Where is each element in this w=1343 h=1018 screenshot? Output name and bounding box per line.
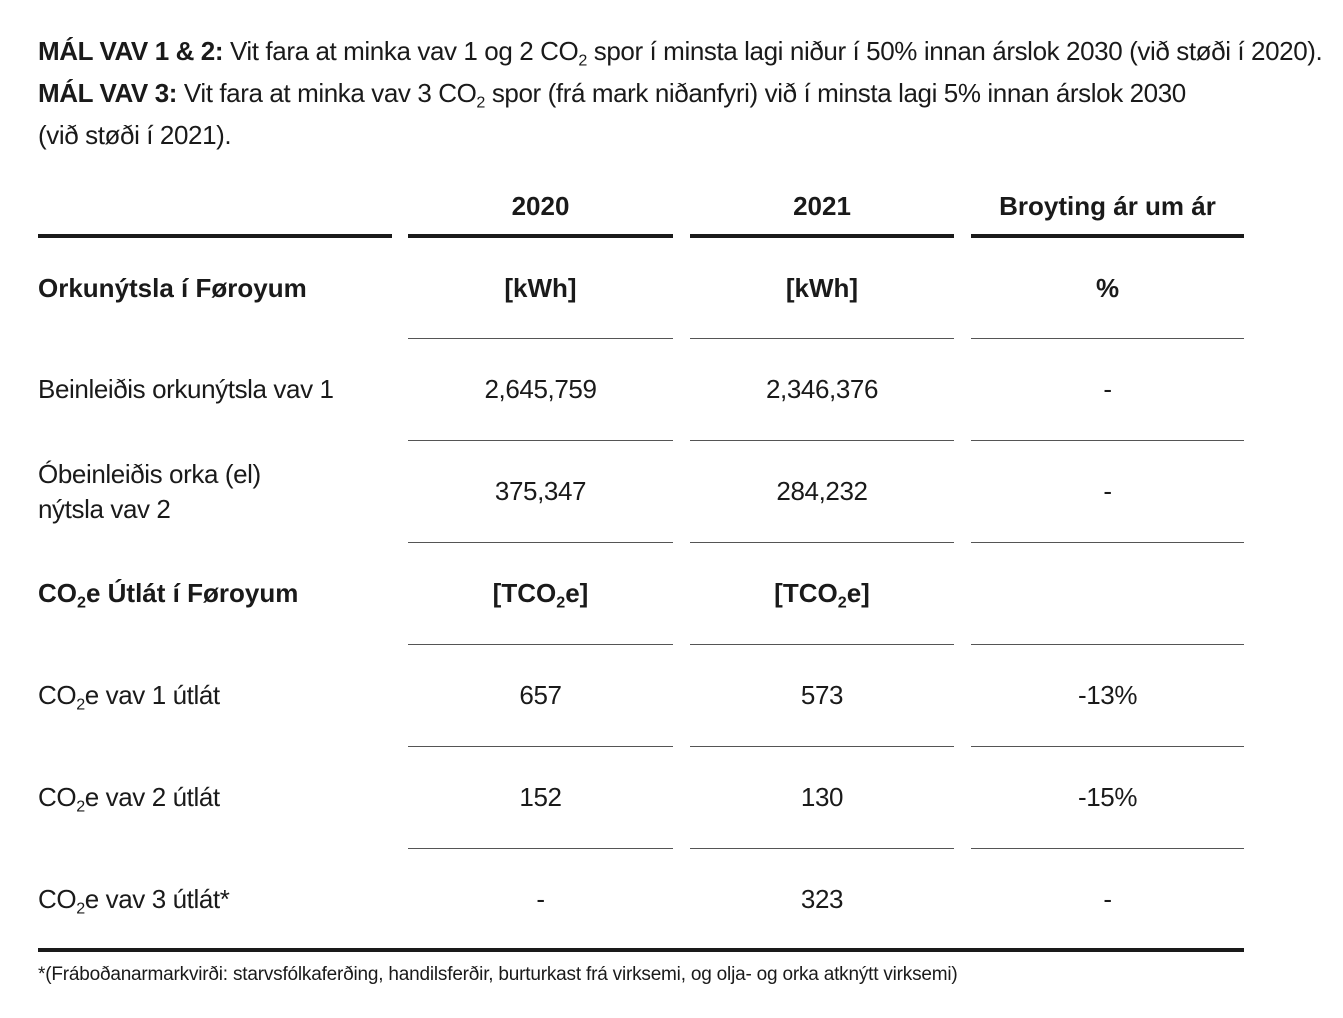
row-rule: [408, 848, 673, 849]
goal-scope-1-2-text-b: spor í minsta lagi niður í 50% innan árs…: [593, 36, 1323, 66]
row-scope3-label: CO2e vav 3 útlát*: [38, 849, 392, 950]
row-direct-energy-change: -: [1103, 374, 1112, 404]
goal-scope-3-text-a: Vit fara at minka vav 3 CO: [183, 78, 477, 108]
row-indirect-energy-label-line2: nýtsla vav 2: [38, 493, 171, 524]
row-direct-energy-label: Beinleiðis orkunýtsla vav 1: [38, 374, 334, 404]
goal-scope-3: MÁL VAV 3: Vit fara at minka vav 3 CO2 s…: [38, 72, 1328, 114]
unit-sub: 2: [837, 593, 847, 612]
section-emissions-title: CO2e Útlát í Føroyum: [38, 543, 392, 644]
unit-b: e]: [846, 578, 870, 608]
header-rule-2021: [690, 234, 954, 238]
table-bottom-rule: [38, 948, 1244, 952]
row-indirect-energy-label: Óbeinleiðis orka (el) nýtsla vav 2: [38, 441, 392, 542]
row-scope2-change: -15%: [1077, 782, 1138, 812]
row-scope1-label-sub: 2: [76, 695, 85, 714]
header-rule-2020: [408, 234, 673, 238]
footnote: *(Fráboðanarmarkvirði: starvsfólkaferðin…: [38, 964, 958, 985]
unit-b: e]: [565, 578, 589, 608]
goal-scope-3-text-b: spor (frá mark niðanfyri) við í minsta l…: [491, 78, 1186, 108]
row-rule: [971, 746, 1244, 747]
header-rule-label: [38, 234, 392, 238]
row-scope1-2021: 573: [800, 680, 844, 710]
goal-statements: MÁL VAV 1 & 2: Vit fara at minka vav 1 o…: [38, 30, 1328, 156]
unit-a: [TCO: [774, 578, 838, 608]
section-emissions-title-b: e Útlát í Føroyum: [85, 578, 299, 608]
row-rule: [690, 440, 954, 441]
goal-scope-3-text-c: (við støði í 2021).: [38, 120, 232, 150]
row-scope2-2020: 152: [519, 782, 562, 812]
row-scope3-label-b: e vav 3 útlát*: [84, 884, 230, 914]
row-scope2-label: CO2e vav 2 útlát: [38, 747, 392, 848]
row-rule: [408, 746, 673, 747]
row-scope1-change: -13%: [1077, 680, 1138, 710]
row-scope2-2021: 130: [800, 782, 844, 812]
row-scope3-label-a: CO: [38, 884, 77, 914]
row-indirect-energy-2020: 375,347: [494, 476, 587, 506]
unit-a: [TCO: [492, 578, 557, 608]
row-scope3-2021: 323: [800, 884, 844, 914]
row-rule: [971, 644, 1244, 645]
row-scope3-label-sub: 2: [76, 899, 85, 918]
row-rule: [971, 542, 1244, 543]
row-rule: [690, 644, 954, 645]
goal-scope-1-2-text-a: Vit fara at minka vav 1 og 2 CO: [229, 36, 579, 66]
goal-scope-3-label: MÁL VAV 3:: [38, 78, 178, 108]
row-indirect-energy-change: -: [1103, 476, 1112, 506]
section-energy-unit-2021: [kWh]: [785, 273, 859, 303]
section-emissions-unit-2021: [TCO2e]: [690, 543, 954, 644]
row-direct-energy-2020: 2,645,759: [484, 374, 597, 404]
row-direct-energy-2021: 2,346,376: [765, 374, 879, 404]
section-energy-unit-2020: [kWh]: [504, 273, 577, 303]
goal-scope-1-2: MÁL VAV 1 & 2: Vit fara at minka vav 1 o…: [38, 30, 1328, 72]
row-rule: [408, 542, 673, 543]
row-indirect-energy-2021: 284,232: [776, 476, 868, 506]
row-rule: [690, 848, 954, 849]
header-2021: 2021: [793, 191, 851, 221]
row-rule: [690, 542, 954, 543]
row-rule: [690, 746, 954, 747]
header-rule-change: [971, 234, 1244, 238]
row-scope2-label-b: e vav 2 útlát: [84, 782, 220, 812]
goal-scope-1-2-sub: 2: [578, 51, 587, 70]
row-scope3-2020: -: [536, 884, 545, 914]
section-energy-title: Orkunýtsla í Føroyum: [38, 273, 307, 303]
row-scope2-label-a: CO: [38, 782, 77, 812]
row-rule: [408, 644, 673, 645]
row-scope1-2020: 657: [519, 680, 562, 710]
header-change: Broyting ár um ár: [999, 191, 1216, 221]
header-2020: 2020: [511, 191, 570, 221]
section-emissions-title-sub: 2: [77, 593, 86, 612]
row-rule: [971, 440, 1244, 441]
goal-scope-1-2-label: MÁL VAV 1 & 2:: [38, 36, 224, 66]
section-emissions-unit-2020: [TCO2e]: [408, 543, 673, 644]
row-scope1-label: CO2e vav 1 útlát: [38, 645, 392, 746]
row-rule: [690, 338, 954, 339]
row-rule: [408, 338, 673, 339]
section-energy-unit-change: %: [1095, 273, 1120, 303]
row-rule: [971, 338, 1244, 339]
row-rule: [408, 440, 673, 441]
section-emissions-title-a: CO: [38, 578, 77, 608]
row-scope1-label-b: e vav 1 útlát: [84, 680, 220, 710]
row-rule: [971, 848, 1244, 849]
row-scope3-change: -: [1103, 884, 1112, 914]
goal-scope-3-sub: 2: [476, 93, 485, 112]
row-indirect-energy-label-line1: Óbeinleiðis orka (el): [38, 458, 261, 489]
unit-sub: 2: [556, 593, 566, 612]
row-scope2-label-sub: 2: [76, 797, 85, 816]
row-scope1-label-a: CO: [38, 680, 77, 710]
